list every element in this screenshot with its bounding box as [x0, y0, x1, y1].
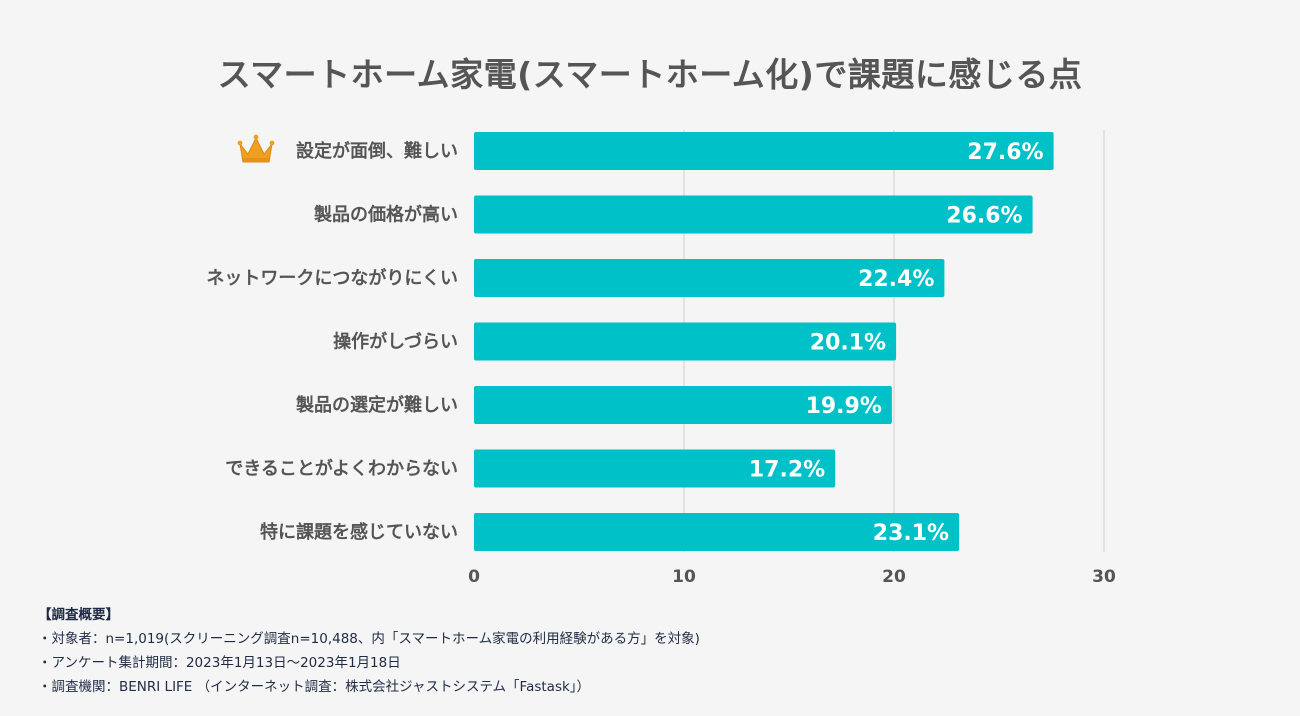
category-label: 特に課題を感じていない [260, 521, 458, 543]
notes-heading: 【調査概要】 [38, 607, 119, 623]
survey-notes: 【調査概要】 ・対象者：n=1,019(スクリーニング調査n=10,488、内「… [38, 603, 700, 699]
x-tick-label: 20 [882, 567, 906, 587]
category-label: 製品の価格が高い [313, 204, 458, 226]
bar-value-label: 27.6% [967, 140, 1043, 165]
notes-line: ・対象者：n=1,019(スクリーニング調査n=10,488、内「スマートホーム… [38, 631, 700, 647]
bar [474, 195, 1033, 234]
bar [474, 132, 1054, 170]
bar [474, 259, 945, 297]
x-tick-label: 30 [1092, 567, 1116, 587]
category-label: ネットワークにつながりにくい [206, 267, 458, 289]
category-label: 操作がしづらい [333, 331, 458, 353]
category-label: 設定が面倒、難しい [296, 140, 458, 162]
category-label: できることがよくわからない [225, 458, 458, 480]
bar-value-label: 23.1% [873, 521, 949, 546]
bar-value-label: 20.1% [810, 331, 886, 356]
bar-value-label: 22.4% [858, 267, 934, 292]
bar [474, 322, 897, 361]
bar [474, 386, 892, 424]
crown-icon [237, 134, 275, 163]
category-label: 製品の選定が難しい [295, 394, 458, 416]
bar [474, 513, 960, 551]
bar-value-label: 19.9% [806, 394, 882, 419]
chart-title: スマートホーム家電(スマートホーム化)で課題に感じる点 [217, 55, 1083, 94]
bar [474, 449, 836, 488]
bar-value-label: 17.2% [749, 458, 825, 483]
bar-chart: 0 10 20 30 27.6% 設定が面倒、難しい 26.6% 製品の価格が高い 22.4% ネ… [206, 130, 1116, 587]
notes-line: ・調査機関：BENRI LIFE （インターネット調査：株式会社ジャストシステム… [38, 679, 591, 695]
x-tick-label: 0 [468, 567, 480, 587]
x-tick-label: 10 [672, 567, 696, 587]
bar-value-label: 26.6% [946, 204, 1022, 229]
notes-line: ・アンケート集計期間：2023年1月13日〜2023年1月18日 [38, 655, 401, 671]
